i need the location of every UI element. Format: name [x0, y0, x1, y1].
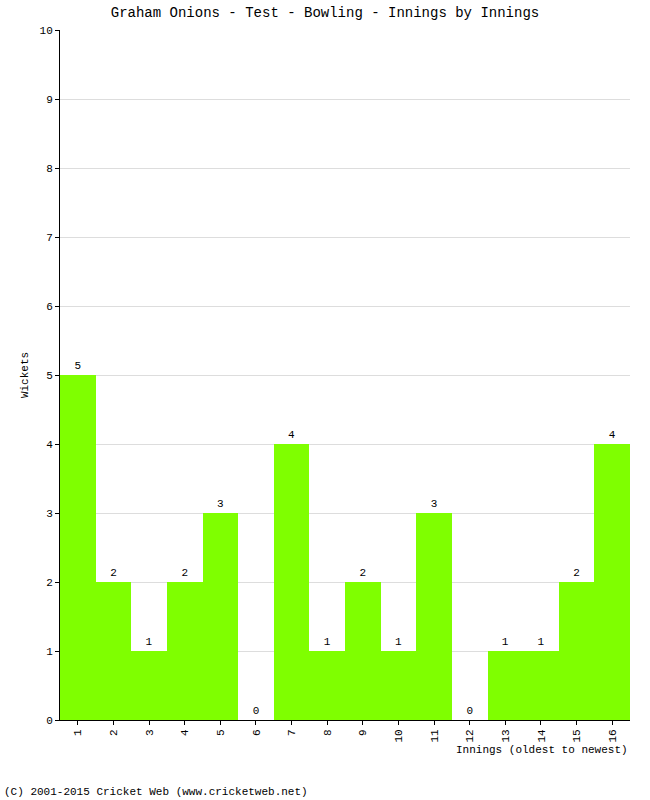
svg-text:12: 12 — [464, 729, 476, 742]
svg-text:0: 0 — [466, 705, 473, 717]
svg-text:2: 2 — [360, 567, 367, 579]
svg-text:3: 3 — [144, 729, 156, 736]
svg-text:1: 1 — [46, 646, 53, 658]
svg-text:15: 15 — [571, 729, 583, 742]
svg-text:9: 9 — [46, 94, 53, 106]
svg-text:0: 0 — [46, 715, 53, 727]
svg-text:6: 6 — [251, 729, 263, 736]
svg-text:Graham Onions - Test - Bowling: Graham Onions - Test - Bowling - Innings… — [111, 5, 539, 21]
svg-text:9: 9 — [357, 729, 369, 736]
svg-text:5: 5 — [75, 360, 82, 372]
svg-text:4: 4 — [609, 429, 616, 441]
svg-text:Innings (oldest to newest): Innings (oldest to newest) — [456, 744, 628, 756]
svg-text:3: 3 — [217, 498, 224, 510]
svg-text:5: 5 — [46, 370, 53, 382]
svg-text:4: 4 — [179, 729, 191, 736]
svg-text:0: 0 — [253, 705, 260, 717]
svg-text:16: 16 — [607, 729, 619, 742]
svg-text:6: 6 — [46, 301, 53, 313]
svg-text:8: 8 — [46, 163, 53, 175]
svg-text:Wickets: Wickets — [19, 352, 31, 398]
svg-text:1: 1 — [72, 729, 84, 736]
svg-text:10: 10 — [40, 25, 53, 37]
svg-text:7: 7 — [286, 729, 298, 736]
svg-text:8: 8 — [322, 729, 334, 736]
svg-text:2: 2 — [573, 567, 580, 579]
svg-text:5: 5 — [215, 729, 227, 736]
svg-text:(C) 2001-2015 Cricket Web (www: (C) 2001-2015 Cricket Web (www.cricketwe… — [4, 786, 308, 798]
svg-text:1: 1 — [146, 636, 153, 648]
svg-text:1: 1 — [395, 636, 402, 648]
svg-text:2: 2 — [46, 577, 53, 589]
svg-text:2: 2 — [110, 567, 117, 579]
svg-text:4: 4 — [46, 439, 53, 451]
svg-text:1: 1 — [537, 636, 544, 648]
svg-text:1: 1 — [324, 636, 331, 648]
svg-text:1: 1 — [502, 636, 509, 648]
svg-text:2: 2 — [108, 729, 120, 736]
svg-text:7: 7 — [46, 232, 53, 244]
svg-text:14: 14 — [536, 729, 548, 743]
svg-text:4: 4 — [288, 429, 295, 441]
svg-text:11: 11 — [429, 729, 441, 743]
svg-text:3: 3 — [46, 508, 53, 520]
svg-text:3: 3 — [431, 498, 438, 510]
svg-text:2: 2 — [181, 567, 188, 579]
svg-text:10: 10 — [393, 729, 405, 742]
svg-text:13: 13 — [500, 729, 512, 742]
